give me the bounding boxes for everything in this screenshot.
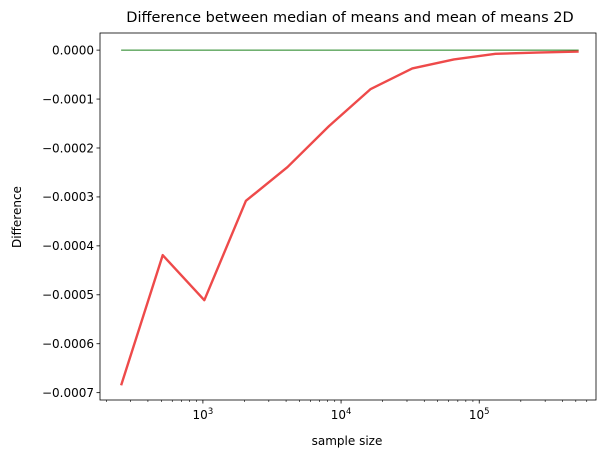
- plot-frame: [99, 32, 597, 401]
- y-tick-label: −0.0007: [42, 386, 94, 400]
- x-tick-label: 105: [469, 407, 490, 422]
- x-axis-label: sample size: [312, 434, 383, 448]
- x-tick-base: 10: [331, 408, 346, 422]
- x-tick-exponent: 5: [484, 407, 489, 417]
- series-layer: [119, 49, 579, 386]
- y-axis-label: Difference: [10, 186, 24, 248]
- x-tick-exponent: 4: [346, 407, 351, 417]
- y-tick-label: −0.0006: [42, 337, 94, 351]
- x-tick-base: 10: [193, 408, 208, 422]
- chart-title: Difference between median of means and m…: [126, 10, 573, 26]
- y-tick-label: −0.0005: [42, 288, 94, 302]
- series-line-0: [119, 50, 579, 386]
- y-tick-label: −0.0002: [42, 141, 94, 155]
- y-tick-label: −0.0001: [42, 92, 94, 106]
- x-tick-exponent: 3: [208, 407, 213, 417]
- y-tick-label: −0.0004: [42, 239, 94, 253]
- x-tick-label: 103: [193, 407, 214, 422]
- plot-area: [99, 32, 597, 401]
- y-axis: 0.0000 −0.0001 −0.0002 −0.0003 −0.0004 −0.000…: [42, 43, 100, 400]
- x-tick-label: 104: [331, 407, 352, 422]
- y-tick-label: −0.0003: [42, 190, 94, 204]
- y-tick-label: 0.0000: [52, 43, 94, 57]
- x-axis: 103 104 105: [106, 400, 588, 422]
- x-tick-base: 10: [469, 408, 484, 422]
